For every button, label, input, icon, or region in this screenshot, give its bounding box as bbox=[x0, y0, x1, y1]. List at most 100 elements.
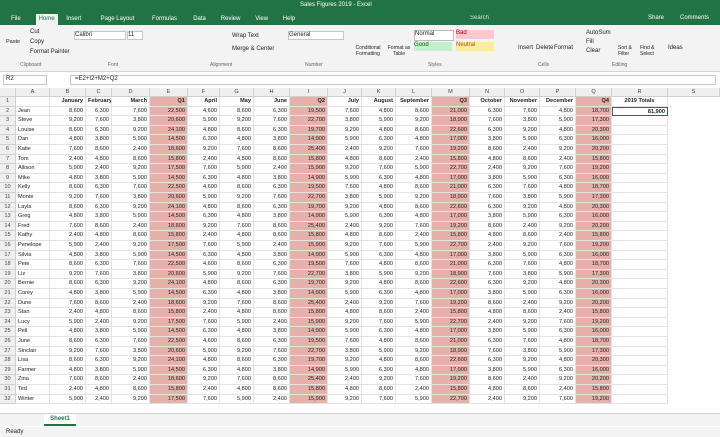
cell[interactable]: 9,200 bbox=[505, 125, 540, 136]
cell[interactable]: 6,300 bbox=[362, 173, 396, 184]
column-header[interactable]: E bbox=[150, 88, 188, 97]
cell[interactable]: 2,400 bbox=[505, 298, 540, 309]
empty-cell[interactable] bbox=[612, 231, 668, 241]
row-header[interactable]: 5 bbox=[0, 135, 16, 145]
cell[interactable]: 6,300 bbox=[188, 365, 220, 376]
cell[interactable]: 5,900 bbox=[112, 135, 150, 145]
cell[interactable]: 25,400 bbox=[290, 375, 328, 385]
cell[interactable]: 9,200 bbox=[112, 241, 150, 251]
cell[interactable]: 5,900 bbox=[328, 365, 362, 376]
cell[interactable]: Katie bbox=[16, 145, 50, 155]
cell[interactable]: 19,200 bbox=[576, 164, 612, 174]
cell[interactable]: 21,000 bbox=[432, 106, 470, 117]
empty-cell[interactable] bbox=[612, 154, 668, 165]
cell[interactable]: 8,600 bbox=[50, 337, 86, 347]
cell[interactable]: 3,800 bbox=[254, 327, 290, 337]
cell[interactable]: 2,400 bbox=[50, 154, 86, 165]
empty-cell[interactable] bbox=[612, 193, 668, 203]
cell[interactable]: 3,800 bbox=[112, 269, 150, 280]
cell[interactable]: 4,800 bbox=[362, 260, 396, 270]
cell[interactable]: Penelope bbox=[16, 241, 50, 251]
row-header[interactable]: 16 bbox=[0, 241, 16, 251]
empty-cell[interactable] bbox=[612, 279, 668, 289]
cell[interactable]: 7,600 bbox=[540, 241, 576, 251]
row-header[interactable]: 20 bbox=[0, 279, 16, 289]
font-size-box[interactable]: 11 bbox=[127, 31, 143, 40]
cell[interactable]: 22,500 bbox=[150, 337, 188, 347]
cell[interactable]: 18,900 bbox=[432, 116, 470, 126]
cell[interactable]: 2,400 bbox=[50, 385, 86, 395]
cell[interactable]: 7,600 bbox=[505, 260, 540, 270]
cell[interactable]: 18,700 bbox=[576, 106, 612, 117]
cell[interactable]: Pete bbox=[16, 260, 50, 270]
cell[interactable]: 4,800 bbox=[86, 231, 112, 241]
cell[interactable]: 8,600 bbox=[50, 260, 86, 270]
cell[interactable]: 5,900 bbox=[112, 173, 150, 184]
cell[interactable]: 15,800 bbox=[432, 308, 470, 318]
cell[interactable]: 9,200 bbox=[188, 298, 220, 309]
empty-cell[interactable] bbox=[612, 385, 668, 395]
column-header[interactable]: A bbox=[16, 88, 50, 97]
column-header[interactable]: P bbox=[540, 88, 576, 97]
cell[interactable]: Q1 bbox=[150, 97, 188, 107]
cell[interactable]: 2,400 bbox=[188, 385, 220, 395]
cell[interactable]: 8,600 bbox=[112, 308, 150, 318]
cell[interactable]: 22,500 bbox=[150, 183, 188, 193]
cell[interactable]: 8,600 bbox=[362, 154, 396, 165]
cell[interactable]: 9,200 bbox=[328, 356, 362, 366]
cell[interactable]: 4,800 bbox=[220, 173, 254, 184]
cell[interactable]: 6,300 bbox=[470, 260, 505, 270]
cell[interactable]: 7,600 bbox=[254, 269, 290, 280]
row-header[interactable]: 29 bbox=[0, 365, 16, 376]
cell[interactable]: 3,800 bbox=[470, 135, 505, 145]
cell[interactable]: 6,300 bbox=[470, 106, 505, 117]
cell[interactable]: 6,300 bbox=[540, 173, 576, 184]
cell[interactable]: 18,900 bbox=[432, 346, 470, 357]
cell[interactable]: 7,600 bbox=[86, 346, 112, 357]
column-header[interactable]: O bbox=[505, 88, 540, 97]
cell[interactable]: 14,900 bbox=[290, 250, 328, 261]
cell[interactable]: 2,400 bbox=[505, 221, 540, 232]
cell[interactable]: Q3 bbox=[432, 97, 470, 107]
cell[interactable]: 4,800 bbox=[540, 260, 576, 270]
row-header[interactable]: 2 bbox=[0, 106, 16, 117]
cell[interactable]: 6,300 bbox=[362, 289, 396, 299]
cell[interactable]: 6,300 bbox=[470, 183, 505, 193]
column-header[interactable]: R bbox=[612, 88, 668, 97]
column-header[interactable]: L bbox=[396, 88, 432, 97]
cell[interactable]: 5,900 bbox=[396, 241, 432, 251]
cell[interactable]: 7,600 bbox=[86, 269, 112, 280]
cell[interactable]: 9,200 bbox=[328, 279, 362, 289]
cell[interactable]: 7,600 bbox=[112, 106, 150, 117]
formula-bar[interactable]: =E2+I2+M2+Q2 bbox=[70, 75, 716, 85]
cell[interactable]: 9,200 bbox=[220, 193, 254, 203]
cell[interactable]: 4,800 bbox=[50, 365, 86, 376]
cell[interactable]: 4,800 bbox=[220, 365, 254, 376]
cell[interactable]: 2,400 bbox=[86, 394, 112, 405]
cell[interactable]: 3,800 bbox=[86, 250, 112, 261]
cell[interactable]: 8,600 bbox=[112, 385, 150, 395]
cell[interactable]: 4,800 bbox=[362, 356, 396, 366]
empty-cell[interactable] bbox=[612, 125, 668, 136]
cell[interactable]: 6,300 bbox=[188, 289, 220, 299]
ribbon-tab[interactable]: Page Layout bbox=[100, 16, 135, 22]
empty-cell[interactable] bbox=[612, 375, 668, 385]
cell[interactable]: 8,600 bbox=[254, 231, 290, 241]
empty-cell[interactable] bbox=[612, 317, 668, 328]
cell[interactable]: 4,800 bbox=[86, 154, 112, 165]
cell[interactable]: 25,400 bbox=[290, 221, 328, 232]
column-header[interactable]: I bbox=[290, 88, 328, 97]
cell[interactable]: 4,800 bbox=[188, 202, 220, 213]
cell[interactable]: 8,600 bbox=[470, 298, 505, 309]
cell[interactable]: 8,600 bbox=[505, 385, 540, 395]
cell[interactable]: 6,300 bbox=[254, 202, 290, 213]
cell[interactable]: 18,600 bbox=[150, 145, 188, 155]
find-select-button[interactable]: Find & Select bbox=[640, 45, 655, 57]
empty-cell[interactable] bbox=[612, 308, 668, 318]
cell[interactable]: 22,500 bbox=[150, 106, 188, 117]
cell[interactable]: 4,800 bbox=[220, 212, 254, 222]
cell[interactable]: Winter bbox=[16, 394, 50, 405]
cell[interactable]: 17,000 bbox=[432, 173, 470, 184]
cell[interactable]: 5,900 bbox=[188, 116, 220, 126]
cell[interactable]: 9,200 bbox=[220, 346, 254, 357]
